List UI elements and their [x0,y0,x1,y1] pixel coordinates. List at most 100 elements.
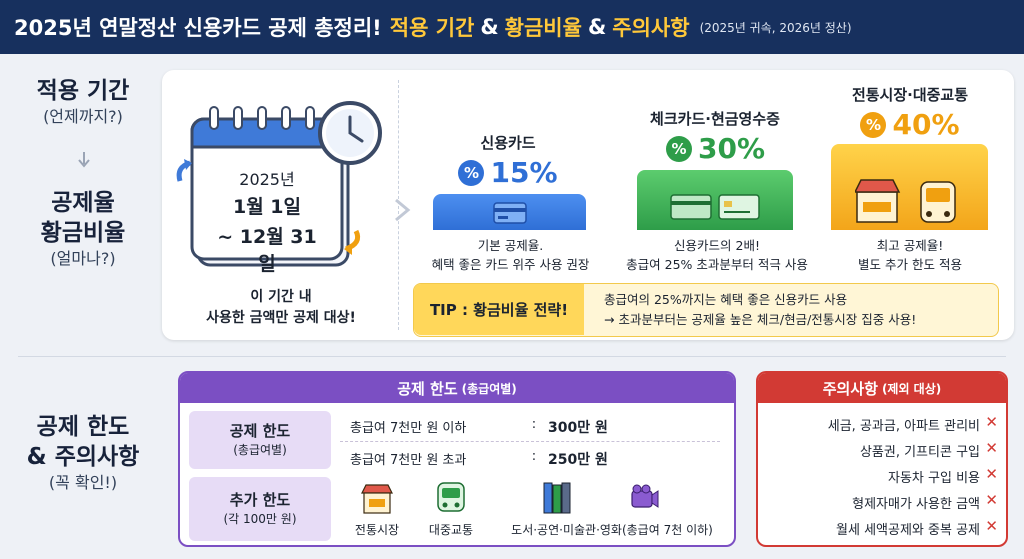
rate-debit-percent: % 30% [638,132,793,165]
title-highlight-period: 적용 기간 [389,16,475,40]
period-year: 2025년 [239,170,295,189]
limit-tag-base-title: 공제 한도 [229,422,291,440]
caution-item: 상품권, 기프티콘 구입 [859,445,980,460]
caution-panel: 주의사항 (제외 대상) 세금, 공과금, 아파트 관리비 ✕ 상품권, 기프티… [756,371,1008,547]
limit-tag-base-sub: (총급여별) [233,443,287,457]
limit-label-title-2: & 주의사항 [26,444,140,470]
limit-tag-extra-sub: (각 100만 원) [223,512,297,526]
rate-market-title: 전통시장·대중교통 [851,86,969,104]
rate-market-desc-2: 별도 추가 한도 적용 [858,257,962,272]
rate-label-title-1: 공제율 [51,190,115,216]
limit-row: 총급여 7천만 원 이하 : 300만 원 [350,417,608,437]
period-note-line-2: 사용한 금액만 공제 대상! [206,310,356,326]
market-icon [361,484,393,514]
period-label-sub: (언제까지?) [43,107,123,126]
percent-badge-icon: % [458,159,485,186]
tip-box: TIP : 황금비율 전략! 총급여의 25%까지는 혜택 좋은 신용카드 사용… [413,283,999,337]
rate-market-bar [831,144,988,230]
tip-text: 총급여의 25%까지는 혜택 좋은 신용카드 사용 → 초과분부터는 공제율 높… [604,290,916,330]
rate-credit-desc-2: 혜택 좋은 카드 위주 사용 권장 [431,257,590,272]
title-ampersand: & [587,15,607,39]
limit-row-colon: : [531,449,537,464]
page-subtitle: (2025년 귀속, 2026년 정산) [699,20,852,35]
panel-divider [398,80,399,330]
period-note: 이 기간 내 사용한 금액만 공제 대상! [176,287,386,329]
close-x-icon: ✕ [985,517,998,535]
period-section-label: 적용 기간 (언제까지?) [8,76,158,128]
limit-panel: 공제 한도 (총급여별) 공제 한도 (총급여별) 추가 한도 (각 100만 … [178,371,736,547]
rate-debit-title: 체크카드·현금영수증 [650,110,780,128]
period-end-date: ~ 12월 31일 [217,226,317,275]
tip-line-2: → 초과분부터는 공제율 높은 체크/현금/전통시장 집중 사용! [604,312,917,327]
extra-culture-label: 도서·공연·미술관·영화(총급여 7천 이하) [511,523,713,537]
close-x-icon: ✕ [985,413,998,431]
limit-row: 총급여 7천만 원 초과 : 250만 원 [350,449,608,469]
rate-credit-value: 15% [490,156,558,189]
limit-section-label: 공제 한도 & 주의사항 (꼭 확인!) [8,412,158,494]
rate-section-label: 공제율 황금비율 (얼마나?) [8,188,158,270]
rate-market-desc-1: 최고 공제율! [876,238,944,253]
rate-debit-desc-1: 신용카드의 2배! [674,238,760,253]
caution-header-title: 주의사항 [822,379,878,398]
page-title: 2025년 연말정산 신용카드 공제 총정리! [14,16,382,40]
rate-debit-value: 30% [697,132,766,165]
close-x-icon: ✕ [985,491,998,509]
down-arrow-icon [78,152,90,168]
limit-row-condition: 총급여 7천만 원 초과 [350,453,467,468]
rate-market-value: 40% [892,108,960,141]
title-ampersand: & [480,15,499,39]
caution-header: 주의사항 (제외 대상) [758,373,1006,403]
credit-card-icon [493,202,527,224]
caution-item: 월세 세액공제와 중복 공제 [836,523,980,538]
limit-header: 공제 한도 (총급여별) [180,373,734,403]
period-note-line-1: 이 기간 내 [250,289,312,305]
limit-header-title: 공제 한도 [397,379,458,398]
title-highlight-caution: 주의사항 [612,16,690,40]
page-header: 2025년 연말정산 신용카드 공제 총정리! 적용 기간 & 황금비율 & 주… [0,0,1024,54]
title-highlight-ratio: 황금비율 [504,16,582,40]
bus-icon [437,482,465,512]
limit-tag-extra-title: 추가 한도 [229,491,291,509]
debit-card-icon [670,194,760,220]
rate-credit-desc-1: 기본 공제율. [477,238,544,253]
section-divider [18,356,1006,357]
extra-transport-label: 대중교통 [428,523,474,537]
caution-item: 세금, 공과금, 아파트 관리비 [827,419,980,434]
calendar-clock-icon [176,101,382,267]
close-x-icon: ✕ [985,465,998,483]
caution-header-sub: (제외 대상) [881,381,942,396]
rate-label-sub: (얼마나?) [50,249,116,268]
caution-item: 자동차 구입 비용 [888,471,980,486]
market-bus-icon [855,179,956,223]
limit-row-amount: 250만 원 [548,452,608,468]
close-x-icon: ✕ [985,439,998,457]
rate-credit-desc: 기본 공제율. 혜택 좋은 카드 위주 사용 권장 [418,236,603,274]
period-label-title: 적용 기간 [36,78,130,104]
period-start-date: 1월 1일 [232,196,301,218]
rate-credit-bar [433,194,586,230]
limit-header-sub: (총급여별) [461,381,517,396]
caution-item: 형제자매가 사용한 금액 [852,497,980,512]
chevron-right-icon [395,198,411,222]
tip-line-1: 총급여의 25%까지는 혜택 좋은 신용카드 사용 [604,292,848,307]
limit-row-colon: : [531,417,537,432]
rate-market-percent: % 40% [830,108,990,141]
rate-market-desc: 최고 공제율! 별도 추가 한도 적용 [820,236,1000,274]
limit-row-amount: 300만 원 [548,420,608,436]
limit-tag-base: 공제 한도 (총급여별) [189,411,331,469]
limit-tag-extra: 추가 한도 (각 100만 원) [189,477,331,541]
rate-label-title-2: 황금비율 [40,220,126,246]
percent-badge-icon: % [860,111,887,138]
limit-row-divider [340,441,720,442]
rate-debit-bar [637,170,793,230]
limit-label-sub: (꼭 확인!) [48,473,118,492]
limit-row-condition: 총급여 7천만 원 이하 [350,421,467,436]
tip-label: TIP : 황금비율 전략! [414,284,584,335]
rate-debit-desc: 신용카드의 2배! 총급여 25% 초과분부터 적극 사용 [612,236,822,274]
percent-badge-icon: % [665,135,692,162]
limit-label-title-1: 공제 한도 [36,414,130,440]
extra-market-label: 전통시장 [354,523,400,537]
rate-credit-title: 신용카드 [480,134,536,152]
books-camera-icon [543,482,659,514]
rate-credit-percent: % 15% [433,156,583,189]
